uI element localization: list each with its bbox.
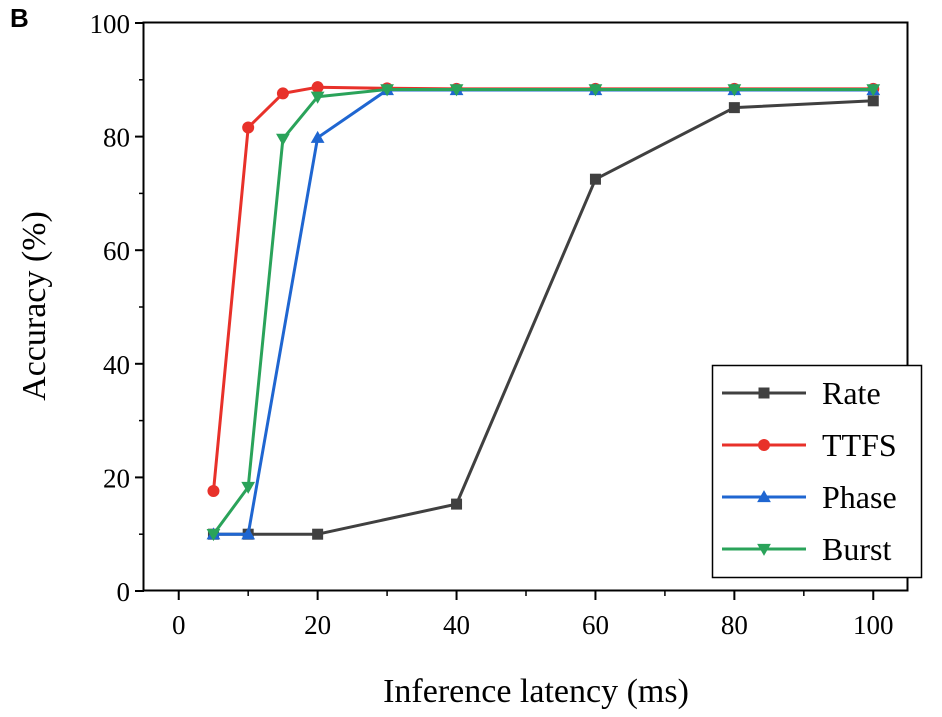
legend-entry-rate: Rate bbox=[722, 375, 881, 411]
data-point-square bbox=[451, 498, 463, 510]
legend-entry-burst: Burst bbox=[722, 531, 891, 567]
x-tick-label: 100 bbox=[853, 610, 894, 640]
data-point-triangle-up bbox=[241, 527, 256, 540]
legend-label: Burst bbox=[822, 531, 891, 567]
data-point-circle bbox=[311, 81, 324, 94]
data-point-triangle-down bbox=[380, 84, 394, 97]
data-point-triangle-down bbox=[310, 91, 325, 104]
data-point-triangle-down bbox=[276, 133, 290, 146]
panel-label: B bbox=[10, 3, 29, 33]
legend-label: Phase bbox=[822, 479, 897, 515]
data-point-triangle-down bbox=[588, 84, 603, 97]
data-point-square bbox=[867, 95, 879, 107]
data-point-circle bbox=[276, 87, 289, 100]
legend-box bbox=[711, 364, 923, 579]
y-axis: 0 20 40 60 80 100 bbox=[90, 9, 144, 607]
data-point-square bbox=[589, 173, 601, 185]
y-tick-label: 40 bbox=[103, 350, 130, 380]
data-point-square bbox=[312, 528, 324, 540]
legend-label: TTFS bbox=[822, 427, 897, 463]
series-layer bbox=[206, 81, 881, 542]
data-point-circle bbox=[207, 485, 220, 498]
data-point-circle bbox=[242, 121, 255, 134]
legend-entry-ttfs: TTFS bbox=[722, 427, 897, 463]
x-tick-label: 40 bbox=[443, 610, 470, 640]
data-point-triangle-up bbox=[310, 130, 325, 143]
y-tick-label: 80 bbox=[103, 123, 130, 153]
data-point-triangle-down bbox=[449, 84, 464, 97]
y-axis-title: Accuracy (%) bbox=[16, 211, 53, 401]
x-tick-label: 0 bbox=[172, 610, 186, 640]
data-point-triangle-down bbox=[866, 84, 881, 97]
y-tick-label: 100 bbox=[90, 9, 131, 39]
y-tick-label: 20 bbox=[103, 463, 130, 493]
x-tick-label: 80 bbox=[721, 610, 748, 640]
series-burst bbox=[206, 84, 881, 542]
x-tick-label: 20 bbox=[304, 610, 331, 640]
data-point-triangle-down bbox=[757, 543, 771, 556]
legend-entry-phase: Phase bbox=[722, 479, 897, 515]
y-tick-label: 0 bbox=[117, 577, 131, 607]
x-tick-label: 60 bbox=[582, 610, 609, 640]
y-tick-label: 60 bbox=[103, 236, 130, 266]
legend: Rate TTFS Phase Burst bbox=[711, 364, 923, 579]
data-point-square bbox=[728, 102, 740, 114]
legend-label: Rate bbox=[822, 375, 881, 411]
data-point-triangle-down bbox=[241, 481, 256, 494]
data-point-triangle-down bbox=[727, 84, 742, 97]
data-point-triangle-up bbox=[757, 490, 771, 503]
x-axis: 0 20 40 60 80 100 bbox=[172, 591, 894, 640]
data-point-square bbox=[758, 387, 770, 399]
data-point-triangle-down bbox=[206, 529, 221, 542]
x-axis-title: Inference latency (ms) bbox=[383, 673, 689, 710]
data-point-circle bbox=[758, 439, 770, 451]
